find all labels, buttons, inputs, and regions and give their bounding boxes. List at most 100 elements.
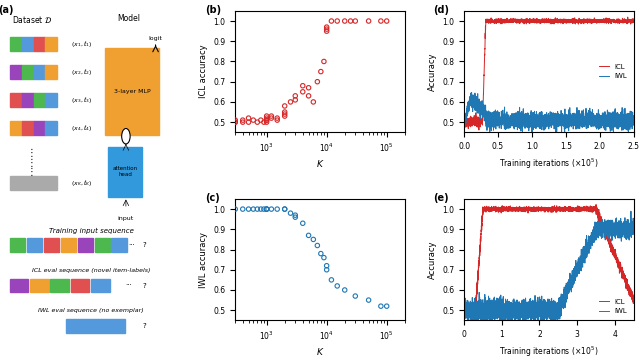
IWL [587,243,595,248]
Point [280,206,290,212]
Point [308,99,319,105]
Point [326,18,337,24]
Point [220,206,230,212]
Point [312,242,323,248]
Point [303,85,314,91]
ICL [490,18,497,23]
Text: $(x_4, \ell_4)$: $(x_4, \ell_4)$ [71,123,92,133]
Y-axis label: ICL accuracy: ICL accuracy [199,45,208,98]
Text: ···: ··· [129,242,135,248]
Point [340,18,350,24]
ICL [532,19,540,23]
Y-axis label: Accuracy: Accuracy [428,52,436,91]
Bar [22,93,33,107]
Point [243,119,253,125]
Text: 3-layer MLP: 3-layer MLP [113,89,150,94]
IWL [600,225,607,229]
IWL [608,119,616,123]
Point [266,115,276,121]
Text: ?: ? [142,242,146,248]
Bar [33,65,45,79]
Point [243,206,253,212]
Point [259,206,269,212]
Text: ···: ··· [125,282,132,289]
Point [280,111,290,117]
ICL [475,128,483,132]
IWL [490,128,497,132]
Point [262,206,272,212]
Point [262,117,272,123]
Bar [33,121,45,135]
Circle shape [122,128,130,144]
Point [230,117,241,123]
Text: Training input sequence: Training input sequence [49,228,134,234]
Bar [51,278,69,293]
Point [248,206,259,212]
ICL [624,15,632,19]
Bar [45,121,57,135]
IWL [627,209,635,213]
Bar [22,121,33,135]
Bar [71,278,90,293]
Text: ICL eval sequence (novel item-labels): ICL eval sequence (novel item-labels) [32,268,150,273]
Point [252,206,262,212]
Point [272,115,282,121]
IWL [479,104,487,109]
Text: (d): (d) [433,5,449,15]
Bar [77,238,93,252]
ICL [630,19,637,23]
Point [202,119,212,125]
X-axis label: K: K [317,348,323,357]
Text: attention
head: attention head [113,166,138,177]
Bar [22,37,33,51]
ICL [600,228,607,232]
Point [230,119,241,125]
ICL [562,207,570,211]
Line: ICL: ICL [464,17,634,130]
X-axis label: Training iterations ($\times 10^5$): Training iterations ($\times 10^5$) [499,345,598,359]
Line: IWL: IWL [464,92,634,133]
Text: ⋮: ⋮ [27,148,36,158]
Point [237,206,248,212]
Point [262,206,272,212]
Point [262,119,272,125]
Legend: ICL, IWL: ICL, IWL [596,296,630,317]
Text: ?: ? [142,282,146,289]
Point [290,214,300,220]
Text: ⋮: ⋮ [27,158,36,167]
Point [220,119,230,125]
Bar [66,319,125,333]
IWL [561,131,568,135]
Point [290,97,300,103]
Point [237,117,248,123]
Point [262,117,272,123]
Bar [45,93,57,107]
Point [259,119,269,125]
Text: Dataset $\mathcal{D}$: Dataset $\mathcal{D}$ [12,14,52,25]
Point [266,206,276,212]
Point [312,79,323,84]
ICL [587,206,595,211]
Point [298,83,308,89]
X-axis label: K: K [317,160,323,169]
Line: IWL: IWL [464,211,634,329]
Bar [45,177,57,190]
Point [262,206,272,212]
Point [290,212,300,218]
Point [298,220,308,226]
Point [220,119,230,125]
Point [280,113,290,119]
Text: Model: Model [117,14,140,23]
IWL [460,126,468,130]
Point [332,283,342,289]
Bar [33,93,45,107]
Point [326,277,337,283]
Text: ?: ? [142,323,146,329]
Bar [10,93,22,107]
Bar [95,238,110,252]
Bar [22,177,33,190]
Text: $(x_2, \ell_2)$: $(x_2, \ell_2)$ [71,67,92,77]
Point [266,113,276,119]
Bar [33,177,45,190]
Bar [10,37,22,51]
